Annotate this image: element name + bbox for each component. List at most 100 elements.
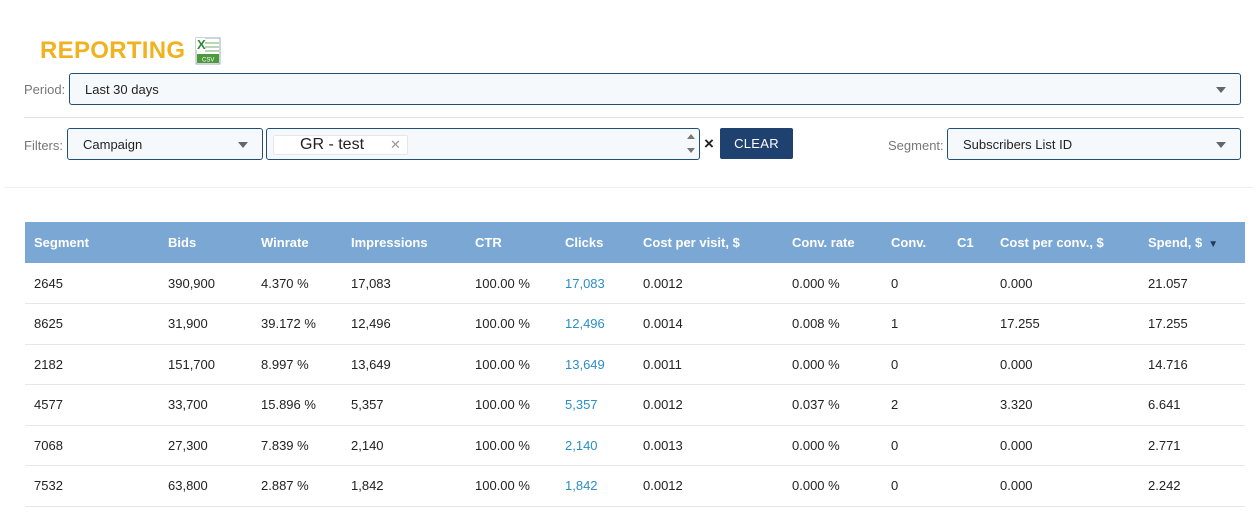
cell-spend: 17.255: [1148, 316, 1188, 332]
cell-segment: 2645: [34, 275, 63, 291]
cell-conv-rate: 0.000 %: [792, 437, 840, 453]
cell-cost-per-conv: 0.000: [1000, 356, 1033, 372]
cell-c1: [948, 304, 991, 345]
cell-spend: 2.242: [1148, 478, 1181, 494]
table-row: 7068 27,300 7.839 % 2,140 100.00 % 2,140 0.001…: [25, 425, 1245, 466]
column-header-ctr[interactable]: CTR: [475, 235, 502, 250]
cell-segment: 7532: [34, 478, 63, 494]
cell-winrate: 8.997 %: [261, 356, 309, 372]
column-header-conv[interactable]: Conv.: [891, 235, 927, 250]
cell-cost-per-conv: 0.000: [1000, 437, 1033, 453]
column-header-winrate[interactable]: Winrate: [261, 235, 309, 250]
excel-csv-icon[interactable]: X CSV: [193, 36, 223, 66]
table-row: 8625 31,900 39.172 % 12,496 100.00 % 12,496 0.…: [25, 304, 1245, 345]
scroll-down-icon[interactable]: [687, 148, 695, 153]
cell-conv-rate: 0.000 %: [792, 478, 840, 494]
report-table: Segment Bids Winrate Impressions CTR Cli…: [25, 222, 1245, 507]
table-row: 2645 390,900 4.370 % 17,083 100.00 % 17,083 0.…: [25, 263, 1245, 304]
column-header-impressions[interactable]: Impressions: [351, 235, 428, 250]
cell-bids: 151,700: [168, 356, 215, 372]
cell-segment: 8625: [34, 316, 63, 332]
cell-clicks[interactable]: 12,496: [565, 316, 605, 332]
cell-spend: 6.641: [1148, 397, 1181, 413]
cell-winrate: 39.172 %: [261, 316, 316, 332]
cell-clicks[interactable]: 17,083: [565, 275, 605, 291]
filter-tag-label: GR - test: [300, 135, 365, 153]
scroll-spinner[interactable]: [686, 132, 696, 156]
remove-tag-icon[interactable]: ✕: [390, 136, 401, 152]
cell-conv-rate: 0.000 %: [792, 356, 840, 372]
table-row: 7532 63,800 2.887 % 1,842 100.00 % 1,842 0.001…: [25, 466, 1245, 507]
cell-winrate: 2.887 %: [261, 478, 309, 494]
cell-conv-rate: 0.008 %: [792, 316, 840, 332]
column-header-segment[interactable]: Segment: [34, 235, 89, 250]
table-header-row: Segment Bids Winrate Impressions CTR Cli…: [25, 222, 1245, 263]
chevron-down-icon: [238, 142, 248, 148]
filters-label: Filters:: [24, 138, 63, 153]
cell-bids: 33,700: [168, 397, 208, 413]
tag-list: GR - test ✕: [273, 134, 679, 155]
cell-clicks[interactable]: 13,649: [565, 356, 605, 372]
cell-bids: 63,800: [168, 478, 208, 494]
clear-filter-icon[interactable]: ×: [704, 134, 714, 153]
column-header-clicks[interactable]: Clicks: [565, 235, 604, 250]
page-title: REPORTING: [40, 37, 186, 64]
cell-cost-per-visit: 0.0012: [643, 397, 683, 413]
clear-button[interactable]: CLEAR: [720, 128, 793, 159]
cell-conv-rate: 0.000 %: [792, 275, 840, 291]
cell-bids: 31,900: [168, 316, 208, 332]
divider: [24, 117, 1244, 118]
column-header-conv-rate[interactable]: Conv. rate: [792, 235, 855, 250]
column-header-spend-label: Spend, $: [1148, 235, 1203, 250]
cell-cost-per-conv: 3.320: [1000, 397, 1033, 413]
cell-impressions: 12,496: [351, 316, 391, 332]
segment-select[interactable]: Subscribers List ID: [947, 128, 1241, 160]
filter-values-input[interactable]: GR - test ✕: [266, 128, 700, 160]
cell-conv-rate: 0.037 %: [792, 397, 840, 413]
chevron-down-icon: [1216, 142, 1226, 148]
cell-segment: 7068: [34, 437, 63, 453]
filter-type-select[interactable]: Campaign: [67, 128, 263, 160]
column-header-cost-per-visit[interactable]: Cost per visit, $: [643, 235, 740, 250]
svg-text:CSV: CSV: [202, 58, 214, 64]
chevron-down-icon: [1216, 87, 1226, 93]
cell-clicks[interactable]: 5,357: [565, 397, 598, 413]
cell-c1: [948, 344, 991, 385]
cell-cost-per-conv: 0.000: [1000, 275, 1033, 291]
cell-ctr: 100.00 %: [475, 397, 530, 413]
cell-impressions: 5,357: [351, 397, 384, 413]
column-header-c1[interactable]: C1: [957, 235, 974, 250]
period-label: Period:: [24, 82, 66, 97]
scroll-up-icon[interactable]: [687, 134, 695, 139]
cell-cost-per-visit: 0.0012: [643, 275, 683, 291]
filter-type-value: Campaign: [83, 136, 143, 152]
cell-bids: 27,300: [168, 437, 208, 453]
segment-value: Subscribers List ID: [963, 136, 1073, 152]
column-header-spend[interactable]: Spend, $ ▼: [1139, 222, 1245, 263]
cell-cost-per-conv: 0.000: [1000, 478, 1033, 494]
cell-clicks[interactable]: 1,842: [565, 478, 598, 494]
cell-spend: 21.057: [1148, 275, 1188, 291]
period-value: Last 30 days: [85, 81, 159, 97]
cell-spend: 14.716: [1148, 356, 1188, 372]
cell-winrate: 15.896 %: [261, 397, 316, 413]
cell-ctr: 100.00 %: [475, 437, 530, 453]
column-header-cost-per-conv[interactable]: Cost per conv., $: [1000, 235, 1104, 250]
cell-clicks[interactable]: 2,140: [565, 437, 598, 453]
cell-cost-per-visit: 0.0014: [643, 316, 683, 332]
cell-segment: 4577: [34, 397, 63, 413]
cell-winrate: 4.370 %: [261, 275, 309, 291]
cell-c1: [948, 466, 991, 507]
column-header-bids[interactable]: Bids: [168, 235, 197, 250]
cell-ctr: 100.00 %: [475, 275, 530, 291]
cell-conv: 1: [891, 316, 899, 332]
segment-label: Segment:: [888, 138, 944, 153]
cell-segment: 2182: [34, 356, 63, 372]
cell-conv: 0: [891, 356, 899, 372]
cell-ctr: 100.00 %: [475, 316, 530, 332]
cell-impressions: 1,842: [351, 478, 384, 494]
table-row: 4577 33,700 15.896 % 5,357 100.00 % 5,357 0.00…: [25, 385, 1245, 425]
period-select[interactable]: Last 30 days: [69, 73, 1241, 105]
page-header: REPORTING X CSV: [40, 36, 223, 66]
cell-cost-per-visit: 0.0011: [643, 356, 682, 372]
